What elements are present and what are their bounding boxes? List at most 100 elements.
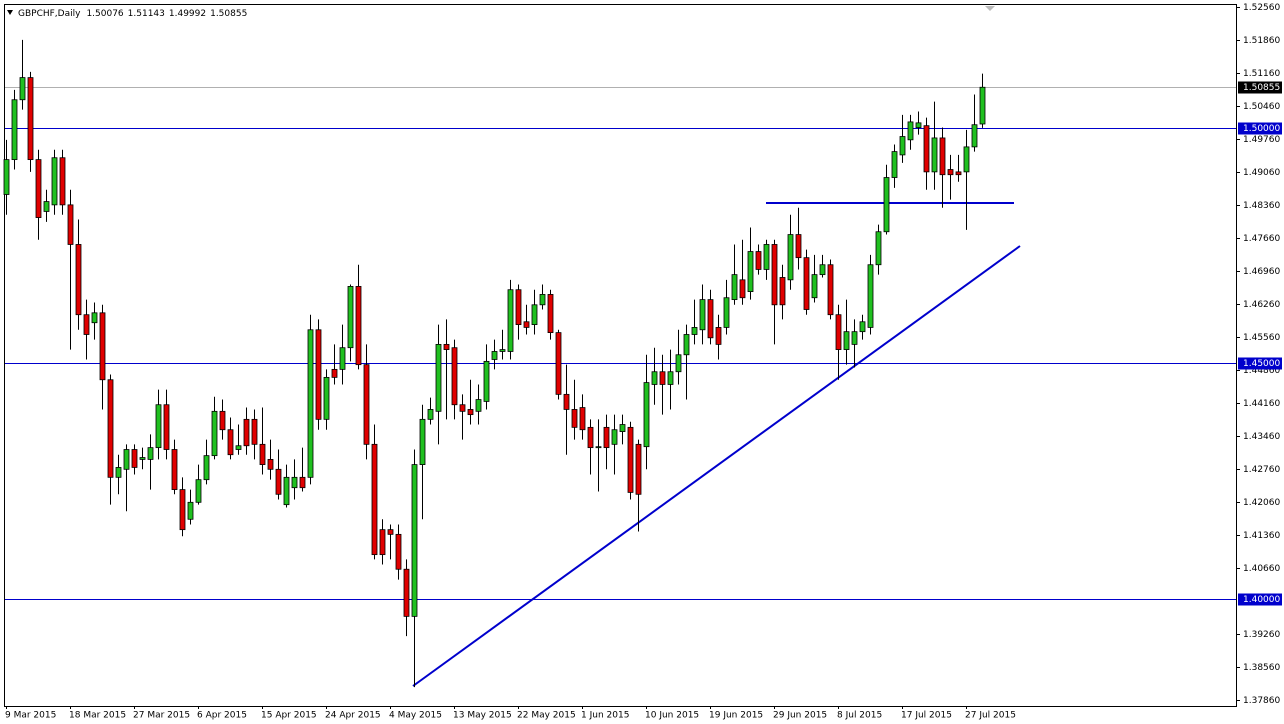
y-tick-label: 1.38560 — [1243, 663, 1280, 673]
candle-body — [355, 286, 362, 366]
price-label: 1.50855 — [1243, 83, 1280, 93]
candle-body — [507, 289, 514, 352]
candle-body — [843, 331, 850, 350]
candle-body — [139, 457, 146, 460]
candle-body — [147, 447, 154, 460]
x-tick-label: 22 May 2015 — [517, 711, 576, 721]
candle-body — [419, 418, 426, 465]
candle-body — [211, 410, 218, 457]
candle-body — [859, 321, 866, 333]
candle-body — [955, 171, 962, 176]
y-tick-label: 1.39260 — [1243, 630, 1280, 640]
candle-body — [747, 251, 754, 292]
y-tick-label: 1.49060 — [1243, 168, 1280, 178]
candle-body — [283, 476, 290, 506]
shift-marker — [985, 6, 995, 11]
level-label: 1.50000 — [1243, 124, 1280, 134]
candle-body — [475, 399, 482, 412]
candle-body — [387, 529, 394, 535]
y-tick-label: 1.41360 — [1243, 531, 1280, 541]
candle-body — [91, 312, 98, 324]
x-tick-label: 6 Apr 2015 — [197, 711, 247, 721]
candle-body — [19, 77, 26, 101]
candle-body — [731, 274, 738, 301]
candle-body — [883, 177, 890, 233]
candle-body — [619, 424, 626, 432]
x-tick-label: 27 Jul 2015 — [965, 711, 1016, 721]
candle-body — [339, 347, 346, 370]
y-tick-label: 1.37860 — [1243, 696, 1280, 706]
x-tick-label: 29 Jun 2015 — [773, 711, 827, 721]
candle-body — [427, 409, 434, 420]
candle-body — [979, 86, 986, 125]
candle-body — [835, 314, 842, 350]
x-tick-label: 19 Jun 2015 — [709, 711, 763, 721]
candle-body — [491, 351, 498, 360]
candle-body — [243, 418, 250, 447]
header-low: 1.49992 — [169, 9, 206, 19]
candle-body — [443, 343, 450, 350]
candle-body — [683, 334, 690, 356]
candle-body — [803, 257, 810, 310]
header-close: 1.50855 — [210, 9, 247, 19]
candle-body — [523, 321, 530, 328]
level-label-box — [1238, 122, 1282, 135]
candle-body — [643, 382, 650, 448]
candle-body — [363, 364, 370, 445]
candle-body — [163, 404, 170, 450]
candle-body — [707, 299, 714, 339]
candle-body — [931, 137, 938, 173]
candle-body — [867, 264, 874, 328]
candle-body — [203, 455, 210, 481]
level-label: 1.45000 — [1243, 359, 1280, 369]
candle-body — [323, 376, 330, 420]
price-label-box — [1238, 81, 1282, 94]
candle-body — [579, 407, 586, 431]
candle-body — [11, 99, 18, 161]
candle-body — [635, 443, 642, 495]
candle-body — [787, 234, 794, 281]
candle-body — [499, 349, 506, 352]
candle-body — [235, 445, 242, 450]
candle-body — [227, 429, 234, 456]
candle-body — [555, 332, 562, 395]
candle-body — [27, 77, 34, 161]
y-tick-label: 1.44860 — [1243, 366, 1280, 376]
candle-body — [195, 479, 202, 503]
x-tick-label: 17 Jul 2015 — [901, 711, 952, 721]
candle-body — [611, 429, 618, 445]
level-label-box — [1238, 357, 1282, 370]
candle-body — [131, 449, 138, 468]
y-tick-label: 1.47660 — [1243, 234, 1280, 244]
candle-body — [723, 297, 730, 328]
candle-body — [107, 379, 114, 478]
candle-body — [395, 533, 402, 570]
menu-arrow[interactable] — [7, 10, 13, 15]
candle-body — [563, 393, 570, 410]
candle-body — [875, 231, 882, 266]
y-tick-label: 1.46260 — [1243, 300, 1280, 310]
y-tick-label: 1.40660 — [1243, 564, 1280, 574]
candle-body — [715, 327, 722, 345]
candle-body — [59, 157, 66, 206]
candle-body — [251, 418, 258, 445]
candle-body — [379, 529, 386, 556]
candle-body — [187, 501, 194, 520]
y-tick-label: 1.43460 — [1243, 432, 1280, 442]
candle-body — [811, 274, 818, 299]
candle-body — [795, 234, 802, 259]
candle-body — [675, 354, 682, 373]
candle-body — [547, 294, 554, 334]
candle-body — [75, 244, 82, 316]
candle-body — [899, 136, 906, 156]
y-tick-label: 1.50460 — [1243, 102, 1280, 112]
candle-body — [51, 157, 58, 206]
y-tick-label: 1.42760 — [1243, 465, 1280, 475]
candle-body — [219, 410, 226, 431]
candle-body — [67, 204, 74, 245]
candle-body — [179, 489, 186, 531]
level-label-box — [1238, 593, 1282, 606]
candle-body — [827, 264, 834, 316]
candle-body — [667, 371, 674, 385]
